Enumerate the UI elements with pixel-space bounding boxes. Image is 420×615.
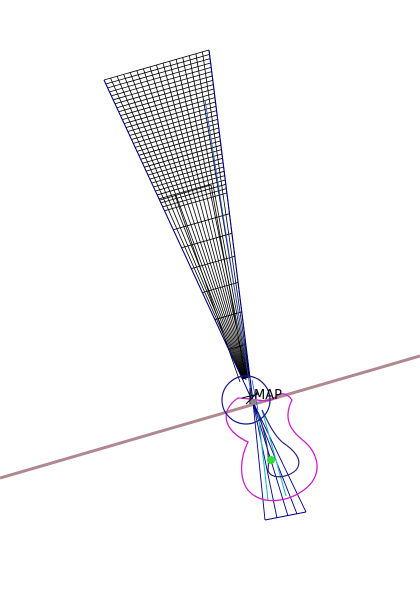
green-dot-icon	[267, 456, 275, 464]
ground-grid	[103, 49, 251, 383]
grid-cross-line	[144, 144, 222, 168]
grid-cross-line	[153, 166, 224, 188]
marker-crosshair-icon	[241, 388, 259, 405]
grid-cross-line	[127, 105, 217, 132]
near-fan-line	[252, 401, 307, 513]
marker-label: MAP	[254, 388, 282, 403]
grid-cross-line	[162, 188, 227, 208]
beam-lines	[103, 49, 254, 403]
grid-cross-line	[140, 136, 220, 160]
grid-cross-line	[113, 71, 212, 101]
grid-cross-line	[164, 192, 227, 212]
grid-cross-line	[191, 255, 235, 270]
grid-box-line	[210, 184, 247, 381]
near-fan-line	[252, 401, 266, 521]
grid-cross-line	[157, 175, 225, 196]
beam-line	[204, 99, 253, 401]
origin-point	[250, 399, 256, 405]
grid-cross-line	[142, 140, 221, 164]
horizon-line	[0, 354, 420, 480]
grid-cross-line	[103, 49, 210, 81]
grid-cross-line	[129, 110, 217, 136]
grid-cross-line	[149, 157, 223, 180]
grid-cross-line	[125, 101, 216, 128]
grid-cross-line	[118, 84, 214, 113]
grid-cross-line	[138, 131, 220, 156]
grid-cross-line	[111, 66, 212, 97]
grid-cross-line	[133, 118, 218, 144]
cyan-line	[261, 409, 287, 497]
grid-cross-line	[155, 170, 225, 192]
grid-cross-line	[114, 75, 213, 105]
grid-cross-line	[158, 179, 226, 200]
grid-cross-line	[228, 344, 246, 350]
grid-cross-line	[136, 127, 219, 152]
beam-edge-line	[103, 79, 254, 403]
range-circle	[221, 375, 271, 425]
grid-cross-line	[181, 232, 233, 249]
grid-cross-line	[120, 88, 214, 117]
grid-cross-line	[151, 162, 224, 184]
grid-cross-line	[124, 97, 216, 124]
grid-cross-line	[214, 311, 242, 320]
grid-cross-line	[131, 114, 218, 140]
grid-cross-line	[146, 149, 222, 172]
near-fan-edge	[264, 511, 307, 521]
grid-box-line	[159, 184, 212, 201]
grid-cross-line	[107, 58, 211, 89]
cyan-line	[257, 411, 269, 501]
grid-cross-line	[173, 213, 230, 231]
beam-edge-line	[208, 49, 254, 403]
grid-cross-line	[147, 153, 223, 176]
grid-cross-line	[116, 79, 213, 109]
grid-cross-line	[160, 183, 226, 204]
grid-cross-line	[105, 53, 210, 85]
grid-cross-line	[135, 123, 219, 148]
inner-contour	[257, 409, 300, 478]
grid-cross-line	[122, 92, 215, 121]
grid-cross-line	[109, 62, 211, 93]
coverage-contour	[225, 393, 318, 502]
